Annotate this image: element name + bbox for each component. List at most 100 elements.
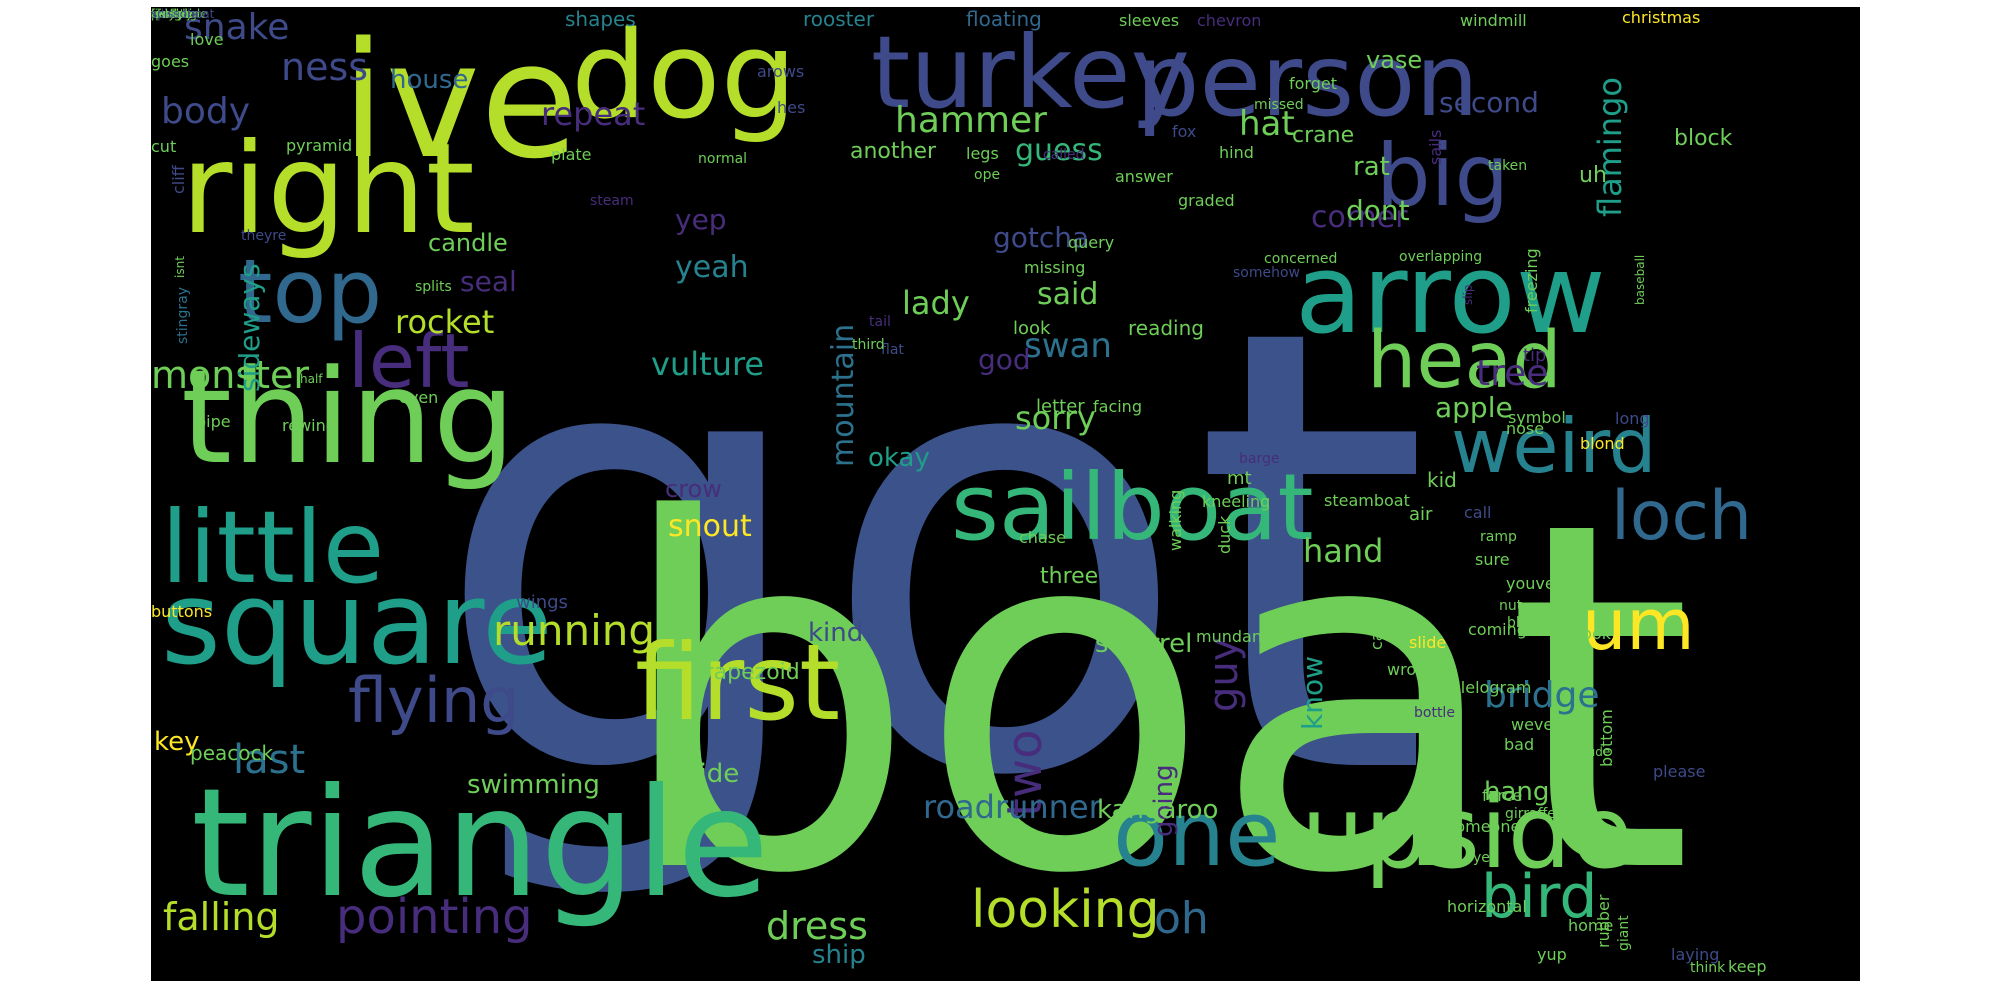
cloud-word: oh	[1154, 893, 1209, 944]
cloud-word: first	[635, 622, 840, 744]
cloud-word: bicycle	[151, 7, 193, 21]
cloud-word: look	[1013, 318, 1051, 339]
cloud-word: tree	[1476, 353, 1548, 394]
cloud-word: another	[850, 139, 937, 164]
cloud-word: blond	[1580, 434, 1625, 453]
cloud-word: snake	[184, 7, 289, 48]
cloud-word: horizontal	[1447, 897, 1527, 916]
cloud-word: candle	[428, 229, 508, 257]
cloud-word: arows	[757, 62, 804, 81]
cloud-word: gotcha	[993, 221, 1089, 254]
cloud-word: loch	[1611, 477, 1752, 556]
cloud-word: kangaroo	[1097, 795, 1218, 825]
cloud-word: laying	[1671, 945, 1719, 964]
cloud-word: top	[238, 240, 382, 343]
cloud-word: yep	[675, 203, 727, 236]
cloud-word: buttons	[151, 602, 212, 621]
cloud-word: pine	[1337, 606, 1372, 625]
cloud-word: nose	[1506, 419, 1544, 438]
cloud-word: rewind	[282, 416, 336, 435]
cloud-word: really	[151, 7, 184, 21]
cloud-word: home	[1568, 916, 1613, 935]
word-cloud: got boat triangle ive dog turkey person right th…	[151, 7, 1860, 981]
cloud-word: steamboat	[1324, 491, 1410, 510]
cloud-word: pipe	[196, 412, 231, 431]
cloud-word: symbol	[1508, 408, 1566, 427]
cloud-word: dog	[571, 7, 797, 146]
cloud-word: scissors	[151, 7, 198, 21]
cloud-word: um	[1582, 584, 1695, 666]
cloud-word: vase	[1366, 46, 1422, 74]
cloud-word: kneeling	[1202, 492, 1270, 511]
cloud-word: ness	[281, 45, 368, 89]
cloud-word: whatever	[151, 7, 207, 21]
cloud-word: somehow	[1233, 265, 1300, 281]
cloud-word: three	[1040, 564, 1098, 589]
cloud-word: blob	[1507, 615, 1537, 631]
cloud-word: wings	[516, 592, 568, 613]
cloud-word: person	[1136, 22, 1479, 139]
cloud-word: side	[686, 759, 739, 789]
cloud-word: hind	[1219, 143, 1254, 162]
cloud-word: someone	[1447, 817, 1520, 836]
cloud-word: sails	[1426, 130, 1445, 165]
cloud-word: concerned	[1264, 251, 1337, 267]
cloud-word: hammer	[895, 100, 1047, 141]
cloud-word: air	[1409, 504, 1433, 525]
cloud-word: fish	[151, 7, 172, 21]
cloud-word: mountain	[826, 324, 861, 467]
cloud-word: upside	[1301, 774, 1633, 891]
cloud-word: flying	[348, 664, 520, 737]
cloud-word: wrong	[1387, 660, 1436, 679]
cloud-word: slide	[1409, 633, 1446, 652]
cloud-word: yes	[1473, 850, 1497, 866]
cloud-word: please	[1653, 762, 1705, 781]
cloud-word: crane	[1292, 123, 1354, 148]
cloud-word: one	[1113, 782, 1280, 887]
cloud-word: cave	[1367, 612, 1386, 650]
cloud-word: sorry	[1015, 399, 1096, 437]
cloud-word: mundane	[1196, 627, 1272, 646]
cloud-word: last	[233, 737, 305, 783]
cloud-word: second	[1439, 86, 1539, 119]
cloud-word: sideways	[233, 263, 266, 392]
cloud-word: guess	[1015, 133, 1103, 168]
cloud-word: repeat	[541, 95, 645, 133]
cloud-word: apple	[1435, 391, 1513, 424]
cloud-word: god	[978, 343, 1031, 376]
cloud-word: falling	[163, 895, 280, 939]
cloud-word: dress	[766, 904, 868, 948]
cloud-word: bird	[1481, 862, 1597, 932]
cloud-word: slip	[1461, 284, 1475, 305]
cloud-word: bad	[1504, 735, 1534, 754]
cloud-word: book	[1572, 624, 1612, 643]
cloud-word: penguin	[151, 7, 200, 21]
cloud-word: roadrunner	[923, 788, 1103, 826]
cloud-word: chevron	[1197, 11, 1261, 30]
cloud-word: two	[997, 730, 1053, 817]
cloud-word: shapes	[565, 7, 636, 31]
cloud-word: ive	[341, 7, 579, 194]
cloud-word: sleeves	[1119, 11, 1179, 30]
cloud-word: barge	[1239, 451, 1279, 467]
cloud-word: legs	[966, 144, 999, 163]
cloud-word: arrow	[1295, 230, 1606, 358]
cloud-word: kind	[808, 618, 863, 648]
cloud-word: graded	[1178, 191, 1235, 210]
cloud-word: cut	[151, 137, 176, 156]
cloud-word: turkey	[871, 14, 1190, 131]
cloud-word: youve	[1506, 574, 1555, 593]
cloud-word: rooster	[803, 7, 875, 31]
cloud-word: keep	[1728, 957, 1767, 976]
cloud-word: flamingo	[1591, 77, 1629, 217]
cloud-word: tail	[869, 314, 891, 330]
cloud-word: guy	[1201, 638, 1247, 712]
cloud-word: know	[1296, 656, 1329, 730]
cloud-word: actual	[151, 7, 188, 21]
cloud-word: dont	[1346, 194, 1410, 227]
cloud-word: flat	[881, 342, 904, 358]
cloud-word: splits	[415, 279, 452, 295]
cloud-word: cliff	[169, 164, 188, 194]
cloud-word: taken	[1488, 158, 1527, 174]
